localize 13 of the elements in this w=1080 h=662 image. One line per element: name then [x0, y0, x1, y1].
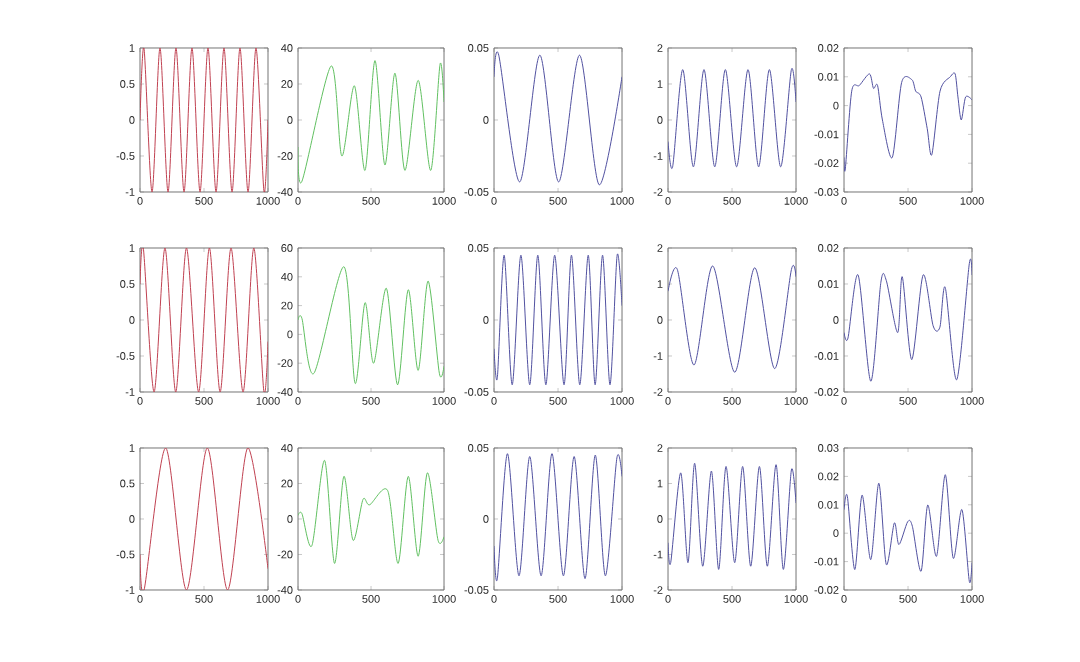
line-series	[140, 447, 269, 590]
line-series	[844, 474, 973, 584]
line-series	[494, 453, 623, 580]
line-series	[298, 459, 445, 564]
line-series	[140, 248, 269, 392]
line-series	[494, 254, 623, 386]
line-series	[844, 261, 973, 382]
line-series	[668, 69, 797, 168]
line-series	[844, 73, 973, 170]
line-series	[668, 265, 797, 373]
line-series	[298, 266, 445, 386]
line-series	[668, 462, 797, 570]
line-series	[298, 60, 445, 184]
